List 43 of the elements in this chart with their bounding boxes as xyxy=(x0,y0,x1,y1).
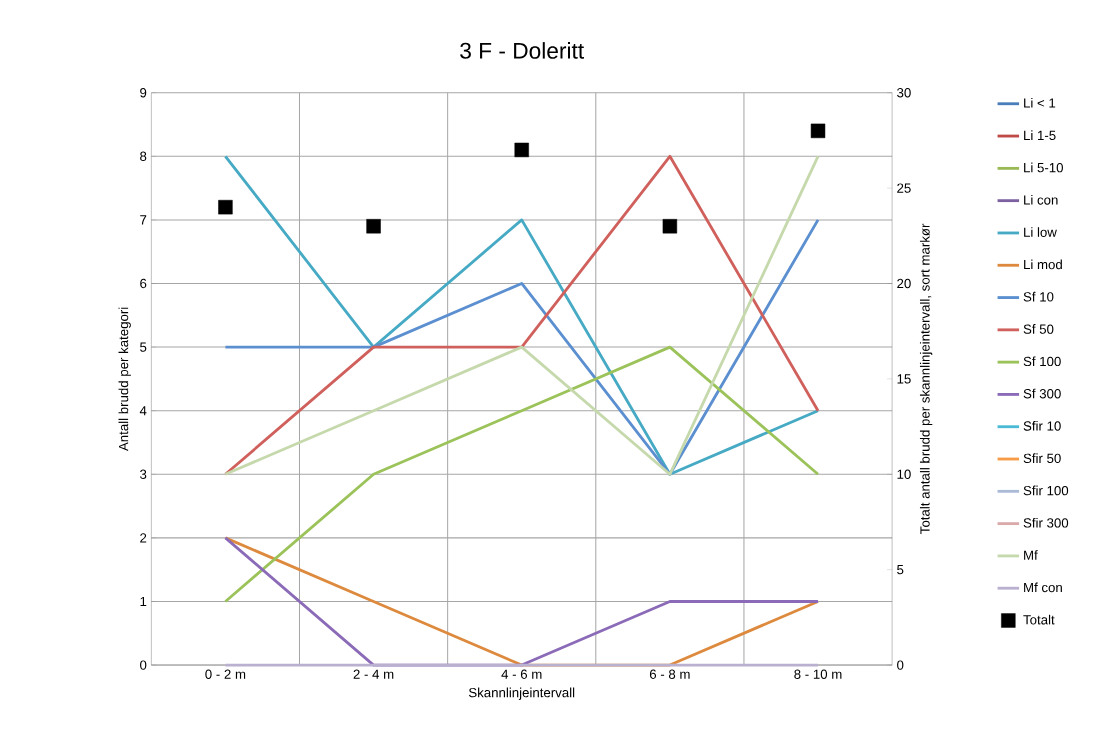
legend-label: Mf xyxy=(1024,549,1038,560)
y2-axis-title: Totalt antall brudd per skannlinjeintervall, sort markør xyxy=(919,223,933,534)
y2-tick-label: 25 xyxy=(897,183,911,193)
legend-label: Sfir 300 xyxy=(1023,517,1069,528)
x-axis-title: Skannlinjeintervall xyxy=(468,687,575,700)
y2-tick-label: 5 xyxy=(897,564,904,575)
chart-title: 3 F - Doleritt xyxy=(460,41,584,59)
legend-label: Sfir 10 xyxy=(1023,420,1061,431)
legend-label: Sfir 100 xyxy=(1023,485,1069,496)
legend-label: Sf 10 xyxy=(1023,291,1054,302)
y-tick-label: 2 xyxy=(140,533,147,543)
y-tick-label: 7 xyxy=(140,215,147,225)
y-axis-title: Antall brudd per kategori xyxy=(118,307,131,451)
legend-label: Li mod xyxy=(1024,259,1062,270)
x-tick-label: 4 - 6 m xyxy=(501,669,542,679)
legend-label: Mf con xyxy=(1024,582,1062,592)
x-tick-label: 8 - 10 m xyxy=(794,669,842,679)
legend-label: Sfir 50 xyxy=(1023,453,1061,463)
y2-tick-label: 0 xyxy=(897,660,904,670)
y-tick-label: 3 xyxy=(140,469,147,479)
x-tick-label: 2 - 4 m xyxy=(353,669,394,679)
x-tick-label: 6 - 8 m xyxy=(649,669,690,679)
y-tick-label: 5 xyxy=(140,342,147,352)
y-tick-label: 1 xyxy=(140,596,147,606)
legend-label: Li < 1 xyxy=(1024,97,1056,108)
legend-label: Totalt xyxy=(1023,614,1055,625)
y2-tick-label: 10 xyxy=(897,469,911,479)
x-tick-label: 0 - 2 m xyxy=(205,669,246,679)
legend-label: Li 5-10 xyxy=(1024,162,1063,173)
legend-label: Li low xyxy=(1024,227,1057,237)
y-tick-label: 4 xyxy=(139,405,147,416)
y2-tick-label: 20 xyxy=(897,278,911,288)
legend-label: Li con xyxy=(1024,194,1058,205)
legend-label: Sf 300 xyxy=(1023,388,1061,399)
y-tick-label: 0 xyxy=(140,660,147,670)
legend-label: Sf 100 xyxy=(1023,356,1061,366)
y-tick-label: 6 xyxy=(140,278,147,288)
legend-label: Li 1-5 xyxy=(1024,130,1056,140)
y2-tick-label: 30 xyxy=(897,87,911,98)
y-tick-label: 9 xyxy=(140,87,147,98)
legend-label: Sf 50 xyxy=(1023,323,1054,334)
y-tick-label: 8 xyxy=(140,151,147,161)
y2-tick-label: 15 xyxy=(897,374,911,384)
